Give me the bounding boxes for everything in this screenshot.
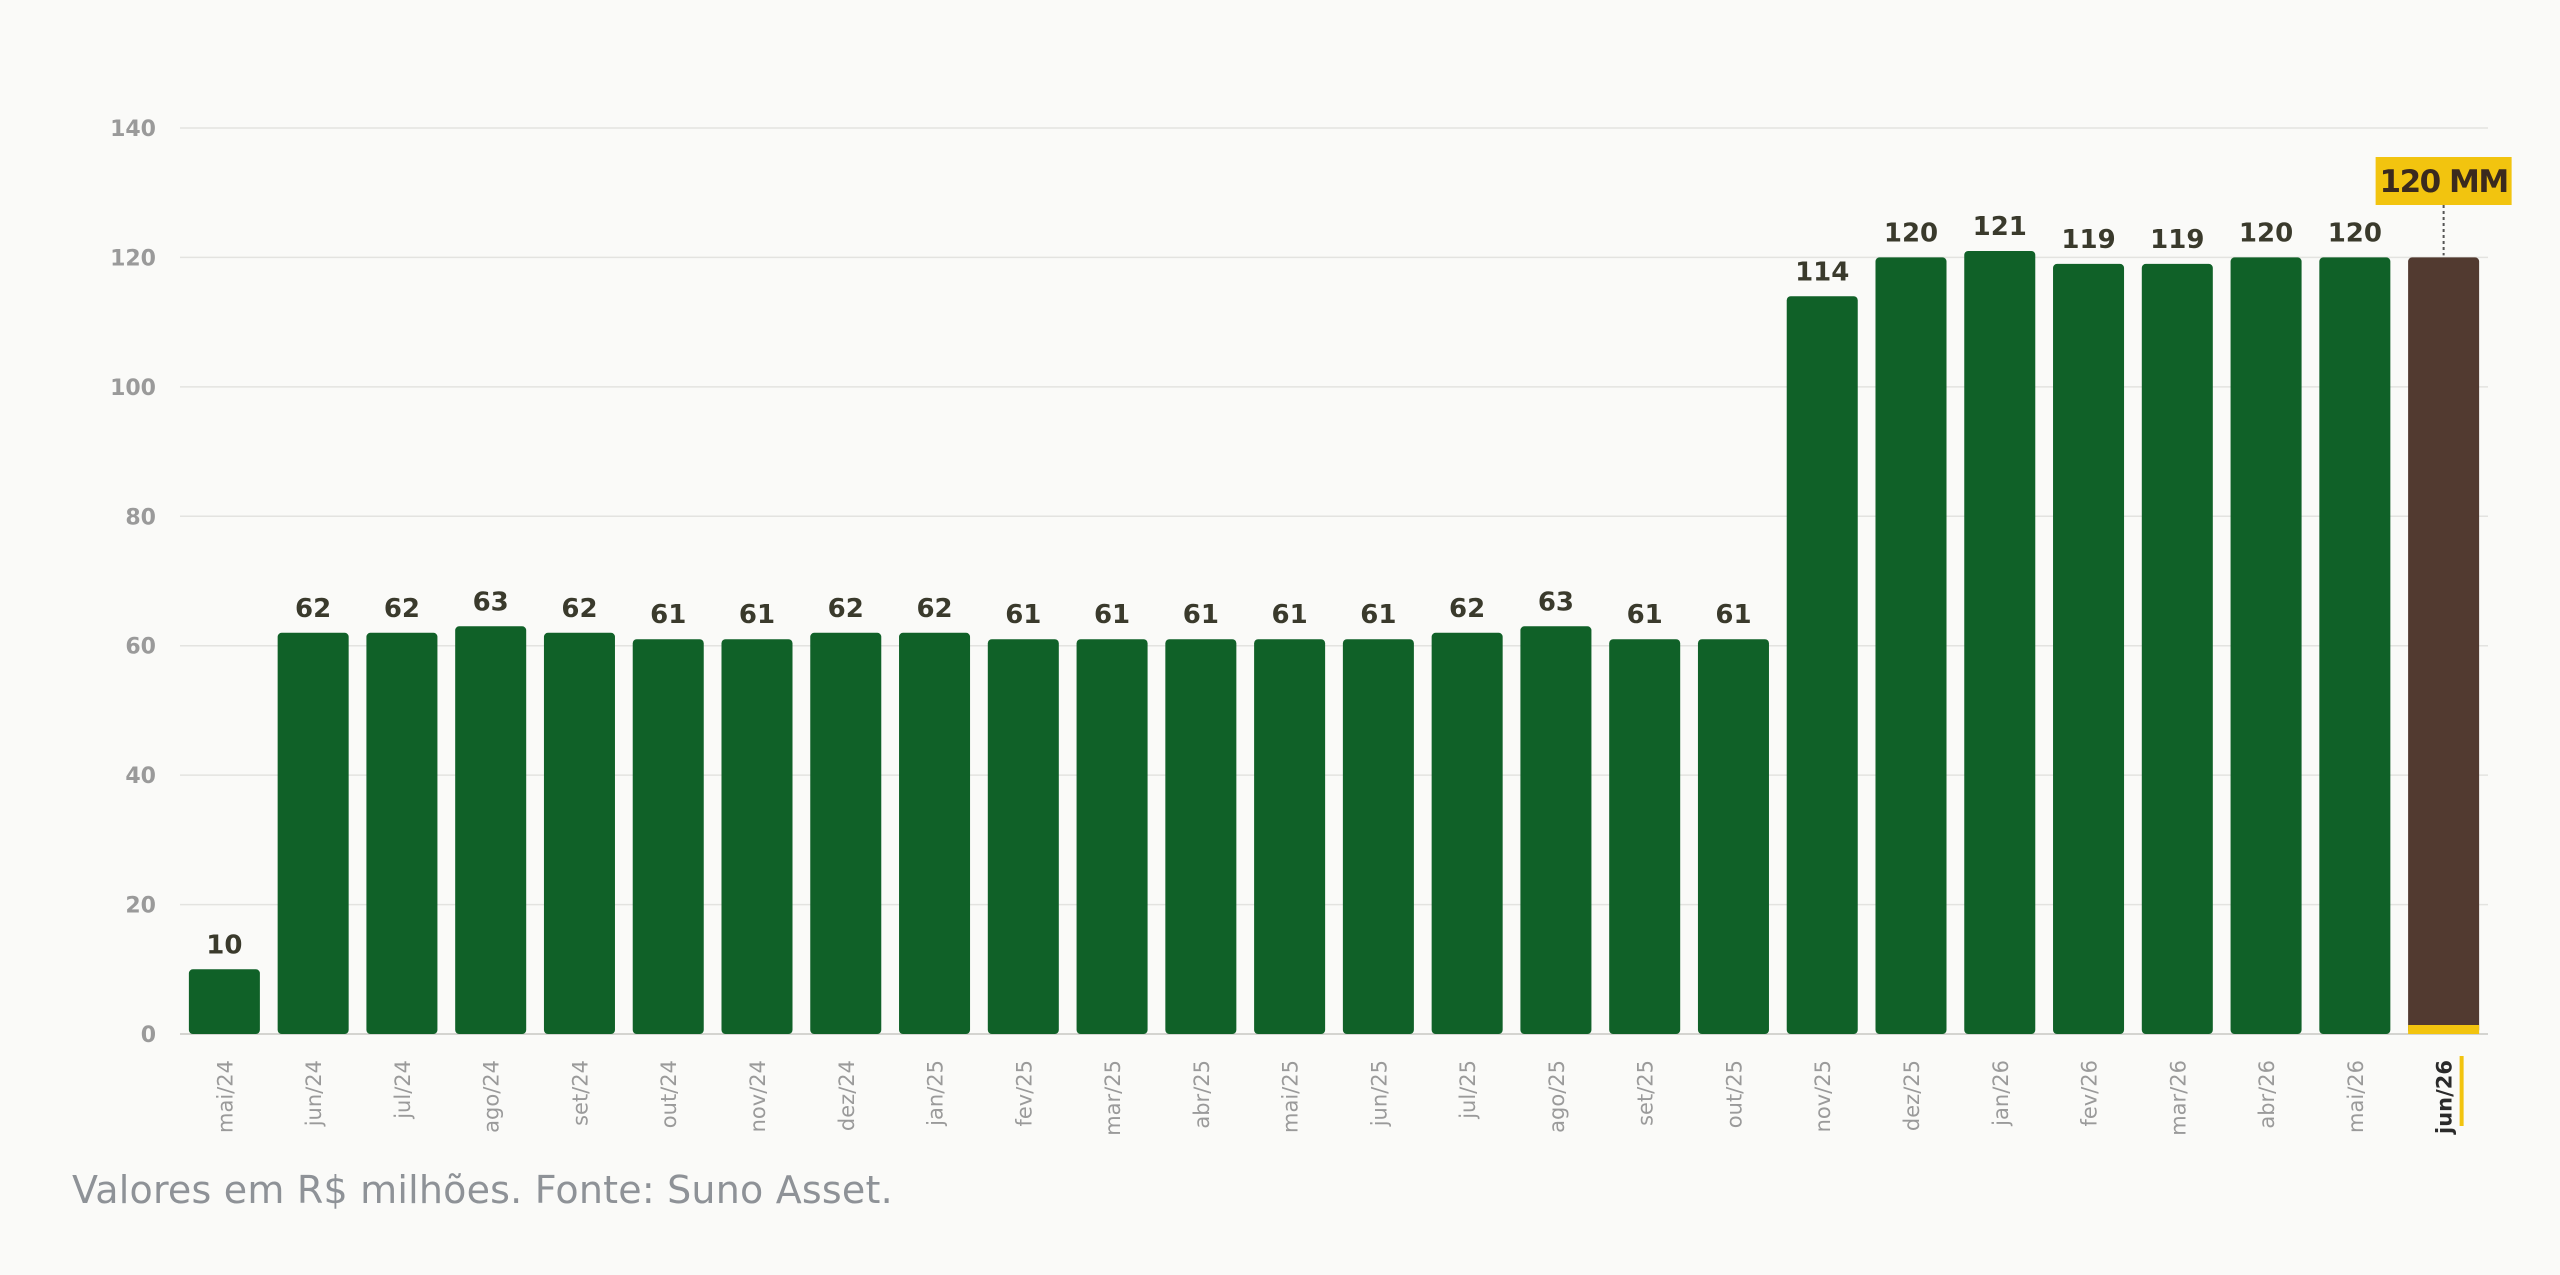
x-tick-label: abr/26 (2255, 1060, 2279, 1129)
x-tick-label: ago/24 (480, 1060, 504, 1133)
bar-highlight-base (2408, 1025, 2480, 1034)
x-tick-label: jun/26 (2433, 1060, 2457, 1135)
x-tick-label: ago/25 (1545, 1060, 1569, 1133)
data-label: 61 (739, 600, 775, 630)
bar (543, 632, 615, 1034)
data-label: 61 (650, 600, 686, 630)
data-label: 120 (2239, 218, 2293, 248)
data-label: 61 (1360, 600, 1396, 630)
x-tick-label: abr/25 (1190, 1060, 1214, 1129)
data-label: 62 (561, 594, 597, 624)
bar-highlight (2408, 257, 2480, 1034)
data-label: 63 (473, 587, 509, 617)
x-tick-label: set/25 (1634, 1060, 1658, 1126)
bar (1076, 639, 1148, 1034)
y-tick-label: 60 (125, 635, 156, 660)
data-label: 63 (1538, 587, 1574, 617)
highlight-annotation: 120 MM (2375, 157, 2512, 256)
bar (1697, 639, 1769, 1034)
x-tick-label: mar/26 (2166, 1060, 2190, 1136)
x-tick-label: jul/25 (1456, 1060, 1480, 1120)
data-label: 62 (384, 594, 420, 624)
x-tick-label: mai/25 (1279, 1060, 1303, 1133)
x-tick-highlight-marker (2459, 1056, 2464, 1126)
bar (1786, 296, 1858, 1034)
bar (721, 639, 793, 1034)
data-label: 120 (1884, 218, 1938, 248)
bar (987, 639, 1059, 1034)
bar (1431, 632, 1503, 1034)
y-tick-label: 100 (110, 376, 156, 401)
bar (1609, 639, 1681, 1034)
bar (277, 632, 349, 1034)
x-tick-label: jun/24 (302, 1060, 326, 1127)
data-label: 61 (1627, 600, 1663, 630)
highlight-badge (2375, 157, 2512, 205)
bar (366, 632, 438, 1034)
x-tick-label: fev/26 (2078, 1060, 2102, 1127)
data-label: 119 (2061, 225, 2115, 255)
bar (2053, 263, 2125, 1034)
x-tick-label: fev/25 (1012, 1060, 1036, 1127)
bar (188, 969, 260, 1034)
bar (899, 632, 971, 1034)
x-tick-label: set/24 (568, 1060, 592, 1126)
x-tick-label: mar/25 (1101, 1060, 1125, 1136)
data-label: 61 (1005, 600, 1041, 630)
bar (1254, 639, 1326, 1034)
bar (455, 626, 527, 1034)
data-label: 61 (1183, 600, 1219, 630)
bar (2141, 263, 2213, 1034)
data-label: 114 (1795, 257, 1849, 287)
data-labels: 10 62 62 63 62 61 61 62 62 61 61 61 61 61 62 63 61 61 114 1… (206, 212, 2382, 960)
data-label: 62 (1449, 594, 1485, 624)
highlight-badge-label: 120 MM (2380, 164, 2508, 200)
y-axis: 0 20 40 60 80 100 120 140 (110, 117, 156, 1048)
chart-footnote: Valores em R$ milhões. Fonte: Suno Asset… (72, 1168, 893, 1212)
bar (2230, 257, 2302, 1034)
data-label: 61 (1715, 600, 1751, 630)
data-label: 61 (1272, 600, 1308, 630)
x-tick-label: dez/24 (835, 1060, 859, 1131)
bar (1342, 639, 1414, 1034)
x-tick-label: nov/24 (746, 1060, 770, 1132)
y-tick-label: 0 (141, 1023, 156, 1048)
x-tick-label: jan/26 (1989, 1060, 2013, 1127)
x-tick-label: mai/24 (213, 1060, 237, 1133)
bars (188, 250, 2480, 1034)
bar (810, 632, 882, 1034)
bar (2319, 257, 2391, 1034)
x-tick-label: jul/24 (391, 1060, 415, 1120)
x-tick-label: nov/25 (1811, 1060, 1835, 1132)
y-tick-label: 140 (110, 117, 156, 142)
x-tick-label: out/25 (1722, 1060, 1746, 1128)
data-label: 62 (828, 594, 864, 624)
y-tick-label: 80 (125, 505, 156, 530)
data-label: 121 (1973, 212, 2027, 242)
bar (1964, 250, 2036, 1034)
bar (1875, 257, 1947, 1034)
x-tick-label: jun/25 (1367, 1060, 1391, 1127)
data-label: 62 (295, 594, 331, 624)
bar (1165, 639, 1237, 1034)
x-tick-label: mai/26 (2344, 1060, 2368, 1133)
x-tick-label: dez/25 (1900, 1060, 1924, 1131)
data-label: 61 (1094, 600, 1130, 630)
y-tick-label: 120 (110, 246, 156, 271)
y-tick-label: 40 (125, 764, 156, 789)
bar (632, 639, 704, 1034)
x-tick-label: out/24 (657, 1060, 681, 1128)
data-label: 62 (916, 594, 952, 624)
bar (1520, 626, 1592, 1034)
x-tick-label: jan/25 (924, 1060, 948, 1127)
data-label: 120 (2328, 218, 2382, 248)
data-label: 10 (206, 930, 242, 960)
x-axis: mai/24 jun/24 jul/24 ago/24 set/24 out/24 nov/… (213, 1056, 2464, 1136)
y-tick-label: 20 (125, 894, 156, 919)
data-label: 119 (2150, 225, 2204, 255)
